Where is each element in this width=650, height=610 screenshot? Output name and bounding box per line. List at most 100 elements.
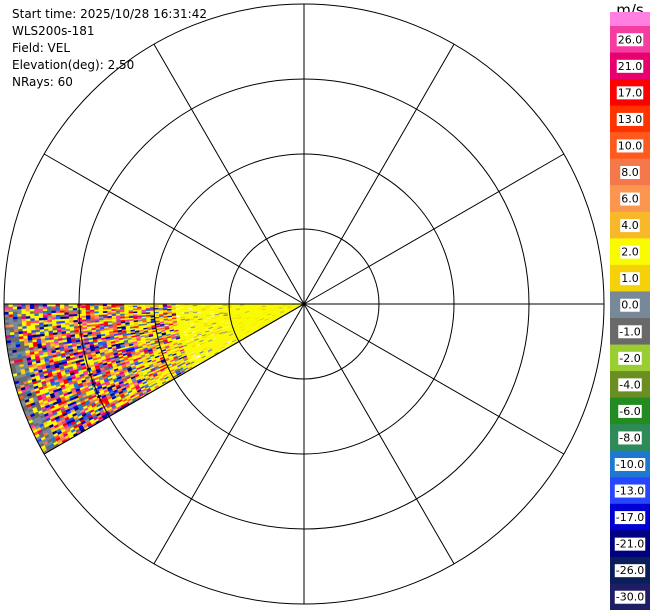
range-gate-cell (33, 308, 39, 312)
range-gate-cell (16, 316, 22, 320)
range-gate-cell (80, 307, 86, 311)
range-gate-cell (110, 305, 116, 308)
range-gate-cell (25, 318, 31, 322)
range-gate-cell (68, 307, 73, 311)
range-gate-cell (12, 318, 18, 323)
range-gate-cell (213, 306, 219, 308)
colorbar-tick-label: -26.0 (616, 564, 644, 577)
range-gate-cell (3, 314, 9, 318)
range-gate-cell (20, 308, 26, 312)
range-gate-cell (38, 312, 44, 316)
range-gate-cell (21, 315, 27, 320)
colorbar-label-bg (618, 431, 642, 445)
range-gate-cell (175, 305, 180, 308)
range-gate-cell (85, 305, 90, 309)
radial-spoke (153, 303, 305, 565)
range-gate-cell (20, 306, 26, 310)
range-gate-cell (8, 313, 14, 318)
range-gate-cell (8, 306, 13, 310)
colorbar-label-bg (616, 33, 644, 47)
range-gate-cell (63, 307, 69, 311)
range-gate-cell (8, 308, 13, 312)
range-gate-cell (197, 312, 202, 315)
colorbar-label-bg (614, 484, 646, 498)
range-gate-cell (72, 305, 78, 309)
radial-spoke (303, 43, 455, 305)
range-gate-cell (21, 318, 27, 322)
range-gate-cell (123, 305, 129, 308)
nrays-label: NRays: 60 (12, 75, 73, 89)
colorbar-tick-label: 13.0 (618, 113, 643, 126)
range-gate-cell (188, 310, 194, 313)
range-gate-cell (209, 307, 215, 310)
range-gate-cell (89, 309, 95, 312)
instrument-label: WLS200s-181 (12, 24, 95, 38)
range-gate-cell (55, 305, 60, 309)
colorbar: m/s 26.021.017.013.010.08.06.04.02.01.00… (610, 1, 650, 610)
range-gate-cell (50, 308, 56, 311)
colorbar-tick-label: -21.0 (616, 538, 644, 551)
range-gate-cell (218, 305, 223, 308)
radial-spoke (43, 153, 305, 305)
range-gate-cell (55, 312, 61, 316)
range-gate-cell (29, 306, 35, 309)
colorbar-label-bg (620, 219, 640, 233)
elevation-label: Elevation(deg): 2.50 (12, 58, 135, 72)
range-gate-cell (8, 311, 13, 315)
range-gate-cell (119, 305, 125, 308)
range-gate-cell (51, 312, 56, 316)
range-gate-cell (50, 305, 56, 309)
colorbar-tick-label: 10.0 (618, 139, 643, 152)
colorbar-label-bg (618, 378, 642, 392)
colorbar-tick-label: -8.0 (619, 431, 640, 444)
range-gate-cell (85, 309, 91, 312)
colorbar-top-block (610, 12, 650, 26)
colorbar-label-bg (614, 511, 646, 525)
range-gate-cell (12, 316, 18, 320)
range-gate-cell (46, 306, 52, 309)
range-gate-cell (42, 315, 48, 318)
range-gate-cell (63, 309, 69, 313)
range-gate-cell (33, 310, 39, 314)
colorbar-label-bg (614, 564, 646, 578)
range-gate-cell (200, 305, 206, 307)
colorbar-label-bg (614, 590, 646, 604)
range-gate-cell (63, 312, 69, 315)
range-gate-cell (55, 308, 61, 311)
range-gate-cell (8, 319, 14, 323)
range-gate-cell (59, 307, 65, 311)
radial-spoke (303, 303, 455, 565)
colorbar-label-bg (620, 245, 640, 259)
colorbar-label-bg (616, 112, 644, 126)
range-gate-cell (16, 306, 22, 310)
range-gate-cell (42, 310, 48, 314)
range-gate-cell (68, 311, 73, 315)
start-time-label: Start time: 2025/10/28 16:31:42 (12, 7, 207, 21)
range-gate-cell (175, 309, 181, 311)
colorbar-label-bg (620, 298, 640, 312)
range-gate-cell (98, 307, 103, 310)
range-gate-cell (25, 308, 31, 312)
range-gate-cell (38, 310, 43, 314)
colorbar-tick-label: 0.0 (621, 299, 639, 312)
colorbar-label-bg (614, 537, 646, 551)
range-gate-cell (4, 321, 10, 326)
colorbar-tick-label: 21.0 (618, 60, 643, 73)
colorbar-label-bg (620, 272, 640, 286)
range-gate-cell (68, 309, 73, 313)
range-gate-cell (29, 310, 35, 314)
range-gate-cell (46, 312, 52, 316)
range-gate-cell (209, 311, 215, 314)
range-gate-cell (106, 305, 112, 308)
range-gate-cell (16, 313, 22, 317)
range-gate-cell (59, 310, 65, 313)
range-gate-cell (175, 316, 181, 319)
range-gate-cell (59, 312, 65, 315)
range-gate-cell (12, 306, 18, 310)
range-gate-cell (63, 305, 69, 309)
colorbar-label-bg (618, 351, 642, 365)
range-gate-cell (21, 311, 26, 315)
range-gate-cell (55, 310, 61, 313)
velocity-sector (3, 303, 305, 455)
range-gate-cell (98, 305, 103, 308)
